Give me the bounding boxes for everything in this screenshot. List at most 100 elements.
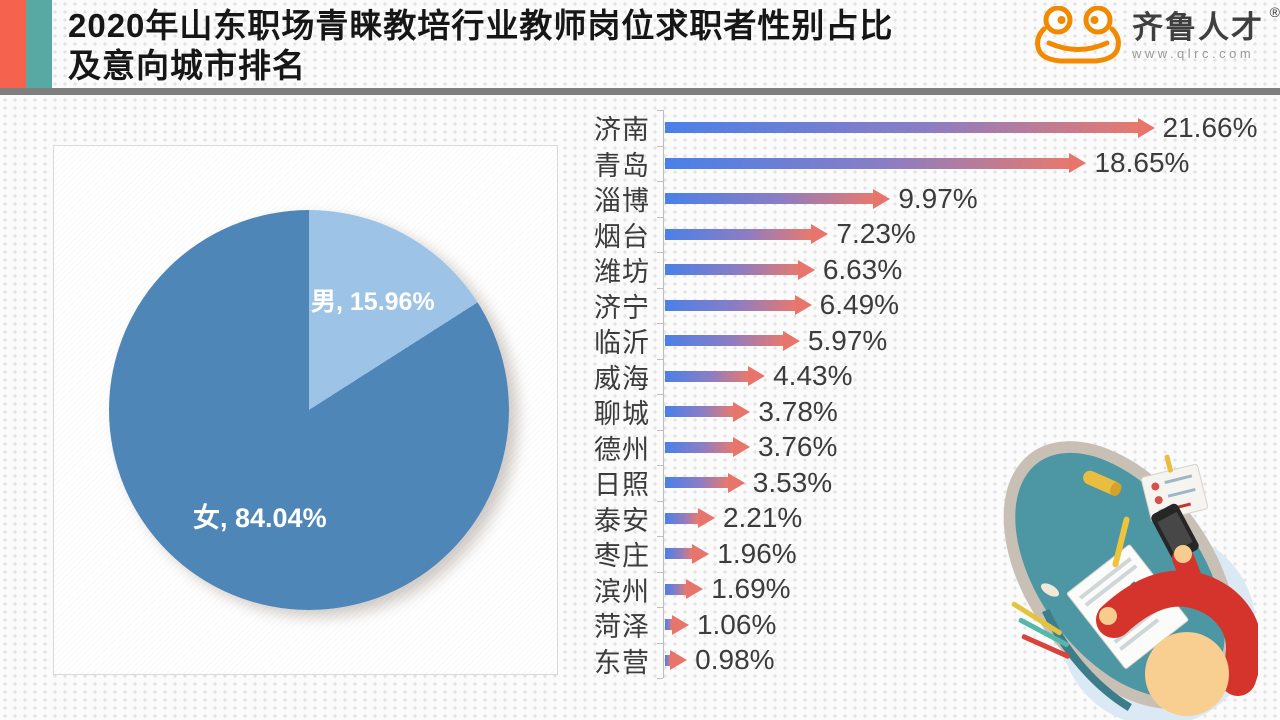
pencil-icon xyxy=(1112,516,1130,568)
arrow-head-icon xyxy=(671,614,689,635)
bar-row: 潍坊 6.63% xyxy=(582,252,1277,288)
bar-value-label: 3.76% xyxy=(757,431,838,463)
bar-value-label: 3.53% xyxy=(752,466,833,498)
bar-arrow xyxy=(665,650,688,671)
bar-category-label: 东营 xyxy=(594,647,650,678)
bar-row: 滨州 1.69% xyxy=(582,571,1277,608)
bar-value-label: 9.97% xyxy=(898,182,978,214)
brand-website: www.qlrc.com xyxy=(1132,46,1255,61)
arrow-head-icon xyxy=(797,259,815,280)
arrow-head-icon xyxy=(727,472,745,493)
bar-value-label: 7.23% xyxy=(836,218,916,250)
bar-category-label: 日照 xyxy=(594,470,650,501)
bar-row: 济宁 6.49% xyxy=(582,287,1277,324)
bar-value-label: 1.06% xyxy=(696,608,777,640)
arrow-head-icon xyxy=(686,579,704,600)
arrow-head-icon xyxy=(782,330,800,351)
bar-category-label: 威海 xyxy=(594,363,650,394)
brand-name: 齐鲁人才 xyxy=(1132,10,1264,45)
bar-row: 日照 3.53% xyxy=(582,465,1277,501)
bar-category-label: 菏泽 xyxy=(594,612,650,643)
bar-arrow-shaft xyxy=(665,193,874,205)
bar-arrow xyxy=(665,330,800,351)
bar-arrow-shaft xyxy=(665,157,1070,169)
bar-row: 聊城 3.78% xyxy=(582,394,1277,430)
bar-row: 济南 21.66% xyxy=(582,110,1277,146)
bar-arrow xyxy=(665,117,1155,138)
bar-category-label: 泰安 xyxy=(594,505,650,536)
bar-value-label: 5.97% xyxy=(807,324,888,356)
gender-pie-panel: 男, 15.96% 女, 84.04% xyxy=(53,145,558,675)
bar-arrow-shaft xyxy=(665,122,1138,134)
bar-value-label: 4.43% xyxy=(773,360,853,392)
bar-arrow xyxy=(665,614,689,635)
arrow-head-icon xyxy=(692,543,710,564)
bar-arrow xyxy=(665,472,745,493)
bar-row: 临沂 5.97% xyxy=(582,323,1277,359)
bar-value-label: 18.65% xyxy=(1094,147,1190,179)
bar-arrow-shaft xyxy=(665,299,795,311)
desk-illustration xyxy=(1003,441,1258,720)
bar-arrow-shaft xyxy=(665,583,687,595)
bar-value-label: 1.69% xyxy=(711,573,791,605)
accent-bar-teal xyxy=(26,0,52,88)
bar-category-label: 青岛 xyxy=(594,150,650,181)
bar-arrow xyxy=(665,224,829,245)
bar-value-label: 1.96% xyxy=(717,537,797,569)
bar-row: 烟台 7.23% xyxy=(582,216,1277,253)
bar-category-label: 济宁 xyxy=(594,292,650,323)
arrow-head-icon xyxy=(697,508,715,529)
city-ranking-bar-chart: 济南 21.66% 青岛 18.65% 淄博 9.97% 烟台 7.23% 潍坊 6.63% 济宁 6… xyxy=(582,110,1277,679)
arrow-head-icon xyxy=(748,366,766,387)
arrow-head-icon xyxy=(1137,117,1155,138)
arrow-head-icon xyxy=(1069,153,1087,174)
header-divider xyxy=(0,88,1280,95)
bar-category-label: 聊城 xyxy=(594,399,650,430)
bar-row: 淄博 9.97% xyxy=(582,181,1277,217)
bar-arrow xyxy=(665,508,715,529)
pie-label-male: 男, 15.96% xyxy=(311,288,435,316)
bar-row: 菏泽 1.06% xyxy=(582,607,1277,643)
page-title: 2020年山东职场青睐教培行业教师岗位求职者性别占比 及意向城市排名 xyxy=(68,6,998,86)
bar-arrow-shaft xyxy=(665,406,734,418)
bar-arrow xyxy=(665,259,815,280)
bar-arrow-shaft xyxy=(665,477,728,489)
arrow-head-icon xyxy=(873,188,891,209)
arrow-head-icon xyxy=(733,401,751,422)
bar-category-label: 烟台 xyxy=(594,221,650,252)
bar-arrow xyxy=(665,295,812,316)
bar-arrow xyxy=(665,153,1087,174)
bar-arrow xyxy=(665,188,891,209)
bar-category-label: 济南 xyxy=(594,115,650,146)
bar-row: 泰安 2.21% xyxy=(582,500,1277,537)
bar-category-label: 滨州 xyxy=(594,576,650,607)
brand-logo: 齐鲁人才 www.qlrc.com ® xyxy=(1034,4,1280,66)
bar-row: 东营 0.98% xyxy=(582,642,1277,679)
bar-value-label: 3.78% xyxy=(758,395,838,427)
bar-row: 枣庄 1.96% xyxy=(582,536,1277,572)
bar-arrow xyxy=(665,437,750,458)
bar-arrow-shaft xyxy=(665,619,672,631)
bar-category-label: 枣庄 xyxy=(594,541,650,572)
arrow-head-icon xyxy=(732,437,750,458)
bar-arrow xyxy=(665,366,766,387)
arrow-head-icon xyxy=(794,295,812,316)
bar-arrow-shaft xyxy=(665,548,693,560)
frog-logo-icon xyxy=(1035,6,1121,64)
arrow-head-icon xyxy=(811,224,829,245)
bar-arrow-shaft xyxy=(665,335,783,347)
person-icon xyxy=(1096,545,1258,716)
bar-category-label: 德州 xyxy=(594,434,650,465)
registered-trademark-icon: ® xyxy=(1269,4,1280,20)
page-title-line2: 及意向城市排名 xyxy=(68,47,306,84)
bar-arrow-shaft xyxy=(665,264,798,276)
bar-row: 德州 3.76% xyxy=(582,429,1277,466)
bar-arrow xyxy=(665,579,704,600)
bar-category-label: 临沂 xyxy=(594,328,650,359)
bar-value-label: 0.98% xyxy=(695,644,775,676)
bar-arrow-shaft xyxy=(665,370,749,382)
bar-value-label: 2.21% xyxy=(722,502,803,534)
pie-label-female: 女, 84.04% xyxy=(193,503,327,533)
bar-value-label: 21.66% xyxy=(1162,111,1258,143)
